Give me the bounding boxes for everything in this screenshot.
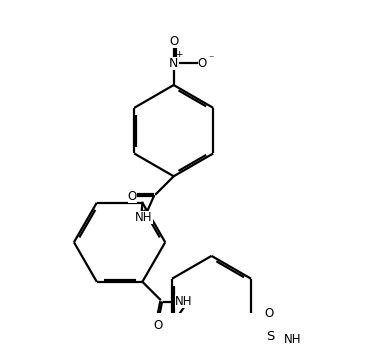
Text: O: O: [264, 307, 273, 320]
Text: ⁻: ⁻: [209, 54, 214, 64]
Text: NH: NH: [135, 211, 153, 224]
Text: O: O: [154, 319, 163, 332]
Text: NH: NH: [175, 295, 193, 308]
Text: O: O: [169, 35, 178, 48]
Text: O: O: [128, 189, 137, 202]
Text: +: +: [175, 50, 183, 59]
Text: O: O: [198, 57, 207, 70]
Text: S: S: [266, 330, 275, 343]
Text: NH: NH: [284, 333, 301, 346]
Text: N: N: [169, 57, 179, 70]
